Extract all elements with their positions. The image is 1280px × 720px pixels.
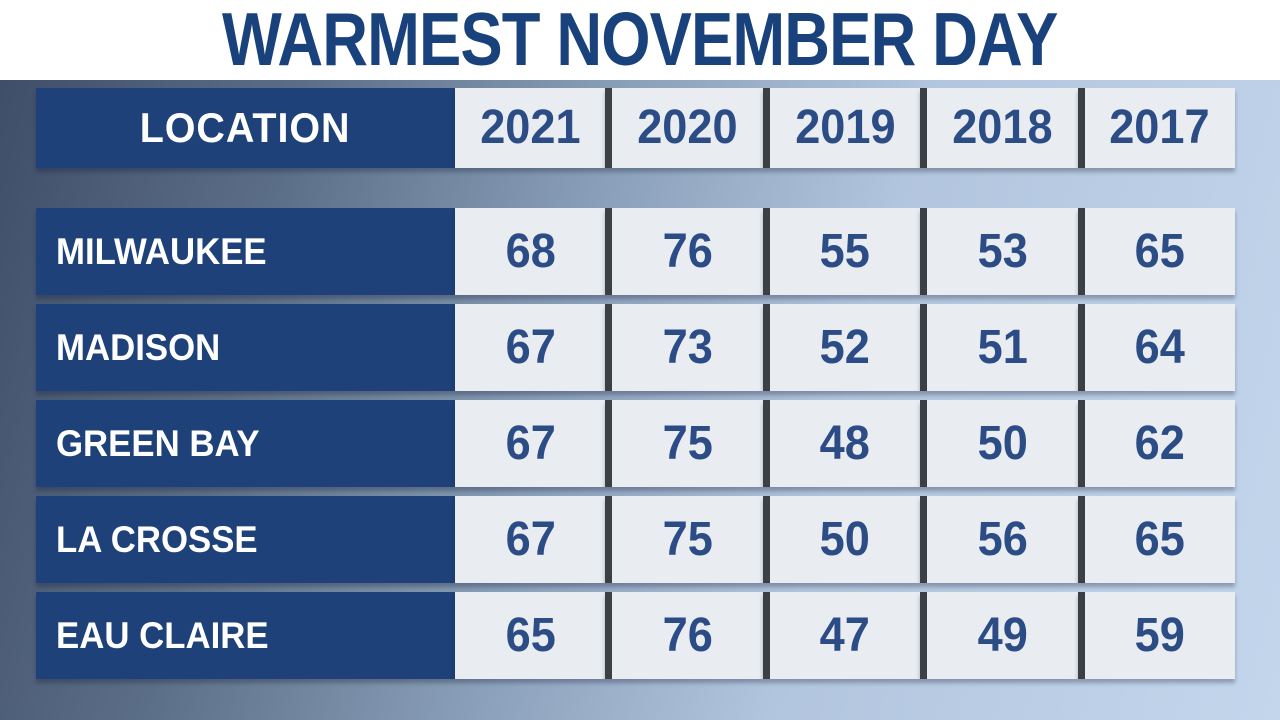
temperature-value: 68 [505, 224, 556, 278]
value-cell: 75 [605, 400, 763, 487]
temperature-value: 75 [662, 416, 713, 470]
value-cell: 48 [762, 400, 921, 487]
value-cell: 50 [920, 400, 1078, 487]
temperature-value: 62 [1134, 416, 1185, 470]
temperature-value: 53 [977, 224, 1028, 278]
location-header-cell: LOCATION [36, 88, 455, 168]
value-cell: 73 [605, 304, 763, 391]
value-cell: 55 [762, 208, 921, 295]
value-cell: 76 [605, 592, 763, 679]
year-header-cell-2021: 2021 [455, 88, 606, 168]
value-cell: 65 [1077, 208, 1236, 295]
value-cell: 56 [920, 496, 1078, 583]
temperature-value: 76 [662, 224, 713, 278]
temperature-value: 67 [505, 512, 556, 566]
year-header-label: 2020 [637, 101, 738, 154]
value-cell: 76 [605, 208, 763, 295]
year-header-cell-2018: 2018 [920, 88, 1078, 168]
location-cell: GREEN BAY [36, 400, 455, 487]
location-label: MILWAUKEE [56, 231, 267, 272]
temperature-value: 50 [819, 512, 871, 566]
location-label: MADISON [56, 327, 221, 368]
year-header-cell-2019: 2019 [762, 88, 921, 168]
location-cell: EAU CLAIRE [36, 592, 455, 679]
warmest-november-day-table: LOCATION 2021 2020 2019 2018 2017 MILWAU… [36, 88, 1236, 679]
location-cell: LA CROSSE [36, 496, 455, 583]
table-row-green-bay: GREEN BAY 67 75 48 50 62 [36, 400, 1236, 487]
table-row-la-crosse: LA CROSSE 67 75 50 56 65 [36, 496, 1236, 583]
year-header-label: 2017 [1109, 101, 1211, 154]
temperature-value: 50 [977, 416, 1028, 470]
value-cell: 64 [1077, 304, 1236, 391]
table-header-row: LOCATION 2021 2020 2019 2018 2017 [36, 88, 1236, 168]
temperature-value: 65 [1134, 512, 1185, 566]
temperature-value: 65 [505, 608, 556, 662]
temperature-value: 76 [662, 608, 713, 662]
location-label: GREEN BAY [56, 423, 260, 464]
value-cell: 50 [762, 496, 921, 583]
value-cell: 59 [1077, 592, 1236, 679]
temperature-value: 67 [505, 416, 556, 470]
temperature-value: 49 [977, 608, 1028, 662]
value-cell: 67 [455, 304, 606, 391]
location-cell: MILWAUKEE [36, 208, 455, 295]
location-label: LA CROSSE [56, 519, 258, 560]
temperature-value: 75 [662, 512, 713, 566]
value-cell: 53 [920, 208, 1078, 295]
value-cell: 75 [605, 496, 763, 583]
value-cell: 68 [455, 208, 606, 295]
temperature-value: 59 [1134, 608, 1185, 662]
value-cell: 67 [455, 400, 606, 487]
year-header-label: 2018 [952, 101, 1053, 154]
temperature-value: 73 [662, 320, 713, 374]
table-row-milwaukee: MILWAUKEE 68 76 55 53 65 [36, 208, 1236, 295]
value-cell: 65 [1077, 496, 1236, 583]
value-cell: 51 [920, 304, 1078, 391]
value-cell: 49 [920, 592, 1078, 679]
temperature-value: 55 [819, 224, 871, 278]
location-header-label: LOCATION [140, 104, 351, 151]
page-title: WARMEST NOVEMBER DAY [222, 0, 1058, 82]
value-cell: 47 [762, 592, 921, 679]
year-header-cell-2020: 2020 [605, 88, 763, 168]
temperature-value: 56 [977, 512, 1028, 566]
temperature-value: 65 [1134, 224, 1185, 278]
value-cell: 67 [455, 496, 606, 583]
table-row-eau-claire: EAU CLAIRE 65 76 47 49 59 [36, 592, 1236, 679]
temperature-value: 51 [977, 320, 1028, 374]
temperature-value: 47 [819, 608, 871, 662]
title-band: WARMEST NOVEMBER DAY [0, 0, 1280, 80]
location-label: EAU CLAIRE [56, 615, 269, 656]
temperature-value: 48 [819, 416, 871, 470]
year-header-label: 2021 [480, 101, 581, 154]
temperature-value: 64 [1134, 320, 1185, 374]
table-row-madison: MADISON 67 73 52 51 64 [36, 304, 1236, 391]
value-cell: 65 [455, 592, 606, 679]
temperature-value: 52 [819, 320, 871, 374]
value-cell: 52 [762, 304, 921, 391]
year-header-cell-2017: 2017 [1077, 88, 1236, 168]
year-header-label: 2019 [794, 101, 896, 154]
value-cell: 62 [1077, 400, 1236, 487]
location-cell: MADISON [36, 304, 455, 391]
temperature-value: 67 [505, 320, 556, 374]
